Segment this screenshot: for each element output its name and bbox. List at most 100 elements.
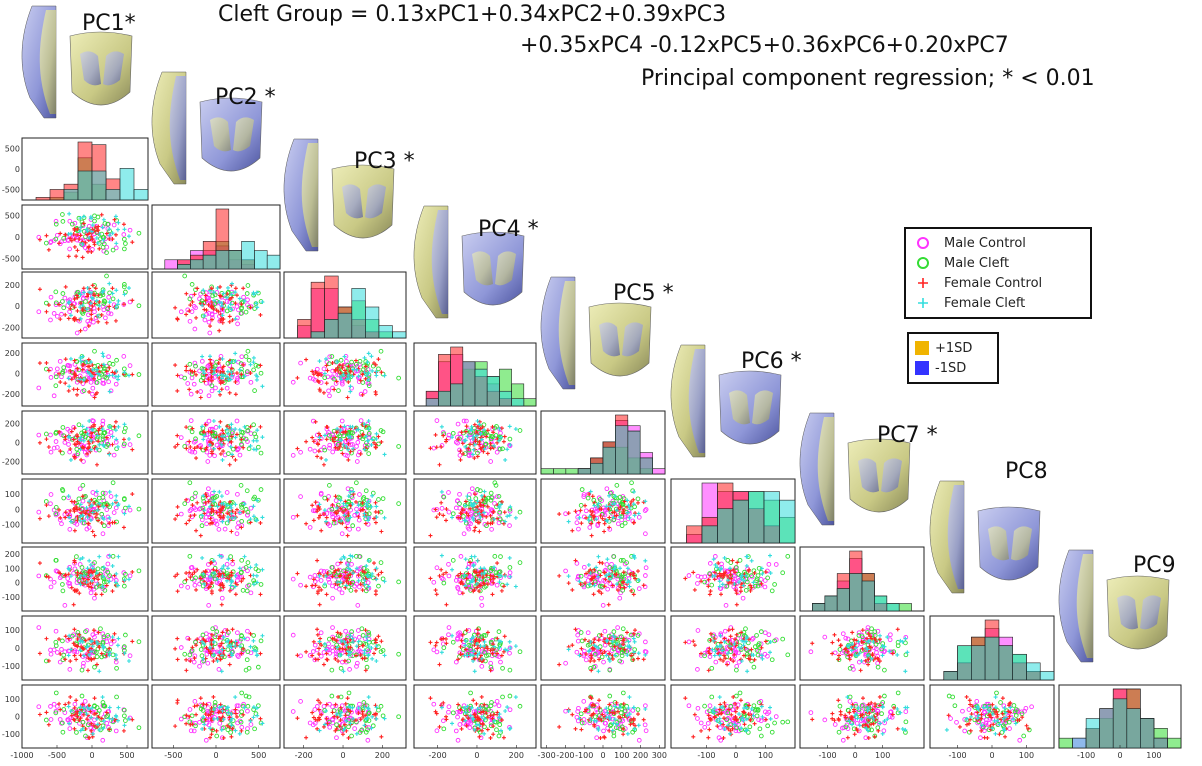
histogram-bar <box>177 264 191 270</box>
face-front-overlay <box>752 390 773 425</box>
scatter-point <box>68 356 73 361</box>
scatter-point <box>80 255 85 260</box>
histogram-bar <box>763 491 780 544</box>
scatter-point <box>224 308 230 314</box>
scatter-point <box>242 298 247 303</box>
scatter-point <box>112 217 117 222</box>
scatter-point <box>209 363 214 368</box>
scatter-point <box>212 298 217 303</box>
scatter-point <box>81 388 87 393</box>
scatter-panel <box>151 546 281 612</box>
panel-frame <box>21 478 149 544</box>
scatter-point <box>376 357 381 362</box>
scatter-point <box>225 291 230 296</box>
scatter-point <box>213 385 218 391</box>
scatter-point <box>78 292 83 297</box>
scatter-point <box>220 369 225 374</box>
histogram-panel <box>413 342 537 407</box>
scatter-point <box>96 293 101 298</box>
scatter-point <box>48 294 54 300</box>
scatter-point <box>205 364 211 369</box>
scatter-point <box>227 390 232 395</box>
scatter-point <box>330 360 335 365</box>
scatter-point <box>209 388 215 394</box>
scatter-point <box>80 303 85 308</box>
scatter-point <box>122 227 127 232</box>
scatter-point <box>104 375 109 381</box>
scatter-point <box>107 236 112 241</box>
scatter-point <box>67 246 72 252</box>
scatter-point <box>185 381 191 386</box>
scatter-point <box>91 319 96 325</box>
scatter-point <box>89 229 94 234</box>
scatter-point <box>92 395 97 400</box>
y-tick-label: -500 <box>2 186 20 195</box>
scatter-point <box>101 362 106 367</box>
scatter-point <box>51 445 57 451</box>
histogram-panel <box>670 478 796 544</box>
y-tick-label: 0 <box>15 369 20 378</box>
scatter-point <box>94 367 99 372</box>
scatter-point <box>87 236 92 241</box>
scatter-point <box>349 359 354 365</box>
scatter-point <box>332 387 337 392</box>
histogram-bar <box>365 306 380 339</box>
scatter-point <box>346 364 351 369</box>
scatter-point <box>323 356 328 361</box>
scatter-point <box>104 369 109 374</box>
scatter-point <box>89 234 94 239</box>
scatter-panel: 1000-100 <box>2 478 149 544</box>
scatter-point <box>175 316 180 321</box>
scatter-point <box>374 369 379 374</box>
scatter-point <box>311 372 316 377</box>
histogram-panel <box>799 546 925 612</box>
face-side-view <box>929 480 965 594</box>
scatter-point <box>366 371 371 376</box>
scatter-point <box>206 393 212 399</box>
histogram-bar <box>438 390 451 407</box>
scatter-point <box>187 361 193 367</box>
face-front-overlay <box>858 458 879 493</box>
scatter-point <box>122 246 127 252</box>
scatter-panel <box>413 478 537 544</box>
scatter-point <box>122 292 127 297</box>
scatter-point <box>188 368 193 373</box>
scatter-point <box>104 250 109 255</box>
scatter-point <box>350 374 355 379</box>
y-tick-label: 0 <box>15 439 20 448</box>
scatter-point <box>357 362 362 367</box>
scatter-point <box>187 387 192 392</box>
y-tick-label: 500 <box>5 144 20 153</box>
scatter-point <box>123 241 128 246</box>
scatter-point <box>338 357 344 363</box>
scatter-point <box>122 282 127 287</box>
scatter-point <box>215 373 220 378</box>
scatter-point <box>106 294 112 300</box>
face-profile-overlay <box>169 76 186 180</box>
scatter-point <box>114 368 119 373</box>
scatter-point <box>37 361 42 366</box>
histogram-bar <box>310 331 325 339</box>
scatter-point <box>85 369 90 374</box>
scatter-point <box>217 328 222 333</box>
scatter-point <box>104 320 109 325</box>
scatter-point <box>81 286 86 291</box>
scatter-point <box>121 284 127 290</box>
scatter-point <box>82 326 88 332</box>
scatter-point <box>107 226 112 231</box>
scatter-point <box>370 363 376 369</box>
y-tick-label: 0 <box>15 579 20 588</box>
histogram-bar <box>63 189 79 201</box>
scatter-point <box>89 360 94 365</box>
scatter-point <box>378 348 384 354</box>
scatter-point <box>209 378 214 383</box>
face-front-view <box>69 31 133 106</box>
scatter-point <box>113 232 118 237</box>
scatter-point <box>295 375 300 380</box>
scatter-point <box>184 368 189 373</box>
scatter-point <box>290 379 296 385</box>
scatter-point <box>121 222 126 227</box>
